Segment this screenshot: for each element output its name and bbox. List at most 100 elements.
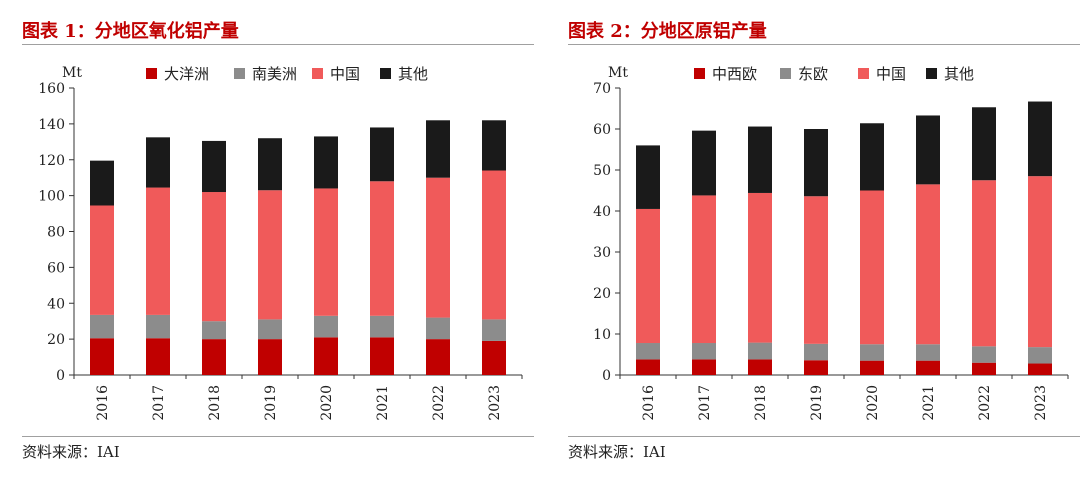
y-tick-label: 100 [38,189,65,205]
y-tick-label: 20 [47,332,65,348]
bar-2023-series-2 [1028,347,1052,364]
bar-2019-series-4 [804,129,828,197]
y-axis-unit: Mt [62,65,82,81]
bar-2016-series-1 [636,359,660,375]
x-tick-label: 2023 [1033,385,1049,421]
y-tick-label: 70 [593,81,611,97]
chart-panel-primary-aluminum: 图表 2：分地区原铝产量 Mt 中西欧 东欧 中国 其他 0 10 20 30 40 50 60 70 2… [546,0,1080,479]
title-divider [22,44,534,45]
y-tick-label: 30 [593,245,611,261]
legend-swatch-4 [926,68,937,79]
legend-label-1: 中西欧 [712,65,757,83]
legend-swatch-4 [380,68,391,79]
legend-label-2: 南美洲 [252,65,297,83]
title-divider [568,44,1080,45]
bar-2017-series-3 [146,187,170,315]
bar-2019-series-1 [804,360,828,375]
y-tick-label: 60 [47,260,65,276]
chart-title: 图表 1：分地区氧化铝产量 [22,21,239,42]
source-divider [568,436,1080,437]
source-note: 资料来源：IAI [22,443,120,461]
y-tick-label: 0 [602,368,611,384]
bar-2018-series-4 [202,140,226,193]
bar-2018-series-1 [202,339,226,375]
bar-2021-series-1 [916,360,940,375]
bar-2016-series-1 [90,338,114,375]
bar-2016-series-4 [90,160,114,206]
bar-2023-series-4 [482,120,506,171]
bar-2021-series-3 [370,181,394,316]
bar-2017-series-2 [146,314,170,339]
source-divider [22,436,534,437]
bar-2018-series-2 [748,342,772,360]
y-tick-label: 0 [56,368,65,384]
bar-2023-series-1 [1028,363,1052,375]
x-tick-label: 2019 [809,385,825,421]
bar-2021-series-1 [370,337,394,375]
bar-2016-series-2 [90,314,114,339]
bar-2020-series-3 [314,188,338,316]
bar-2018-series-3 [202,192,226,322]
legend-swatch-1 [146,68,157,79]
y-axis-unit: Mt [608,65,628,81]
bar-2022-series-4 [972,107,996,181]
bar-2023-series-3 [1028,176,1052,348]
bar-2020-series-1 [860,360,884,375]
bar-2022-series-2 [972,346,996,363]
x-tick-label: 2022 [977,385,993,421]
y-tick-label: 80 [47,225,65,241]
y-tick-label: 60 [593,122,611,138]
chart-primary-aluminum-by-region: Mt 中西欧 东欧 中国 其他 0 10 20 30 40 50 60 70 2016 2017 2018 20… [593,65,1069,421]
bar-2019-series-3 [258,190,282,320]
bar-2022-series-3 [426,177,450,318]
bar-2021-series-2 [370,315,394,338]
bar-2017-series-3 [692,195,716,344]
bar-2016-series-2 [636,343,660,360]
x-tick-label: 2023 [487,385,503,421]
legend-swatch-3 [312,68,323,79]
bar-2018-series-1 [748,359,772,375]
x-tick-label: 2020 [319,385,335,421]
x-tick-label: 2021 [921,385,937,421]
bar-2023-series-2 [482,319,506,341]
bar-2016-series-3 [90,205,114,315]
bar-2018-series-4 [748,126,772,193]
bar-2021-series-2 [916,344,940,361]
bar-2017-series-4 [692,130,716,196]
legend-label-4: 其他 [944,65,974,83]
bar-2021-series-4 [370,127,394,182]
bar-2023-series-1 [482,340,506,375]
legend-swatch-2 [780,68,791,79]
bar-2017-series-4 [146,137,170,188]
x-tick-label: 2018 [753,385,769,421]
bar-2017-series-2 [692,343,716,360]
bar-2022-series-2 [426,317,450,340]
x-tick-label: 2016 [95,385,111,421]
bar-2022-series-1 [426,339,450,375]
y-tick-label: 160 [38,81,65,97]
legend-label-4: 其他 [398,65,428,83]
bar-2022-series-3 [972,180,996,347]
y-tick-label: 50 [593,163,611,179]
x-tick-label: 2020 [865,385,881,421]
bar-2019-series-2 [258,319,282,340]
y-tick-label: 40 [593,204,611,220]
bar-2020-series-4 [860,123,884,191]
x-tick-label: 2017 [697,385,713,421]
legend-label-1: 大洋洲 [164,65,209,83]
source-note: 资料来源：IAI [568,443,666,461]
y-tick-label: 140 [38,117,65,133]
legend-swatch-1 [694,68,705,79]
x-tick-label: 2017 [151,385,167,421]
bar-2022-series-4 [426,120,450,178]
bar-2019-series-4 [258,138,282,191]
legend-swatch-2 [234,68,245,79]
chart-panel-aluminum-oxide: 图表 1：分地区氧化铝产量 Mt 大洋洲 南美洲 中国 其他 0 20 40 60 80 100 12… [0,0,534,479]
bar-2018-series-2 [202,321,226,340]
bar-2021-series-4 [916,115,940,185]
bar-2020-series-4 [314,136,338,189]
bar-2016-series-4 [636,145,660,209]
bar-2017-series-1 [146,338,170,375]
x-tick-label: 2022 [431,385,447,421]
x-tick-label: 2021 [375,385,391,421]
